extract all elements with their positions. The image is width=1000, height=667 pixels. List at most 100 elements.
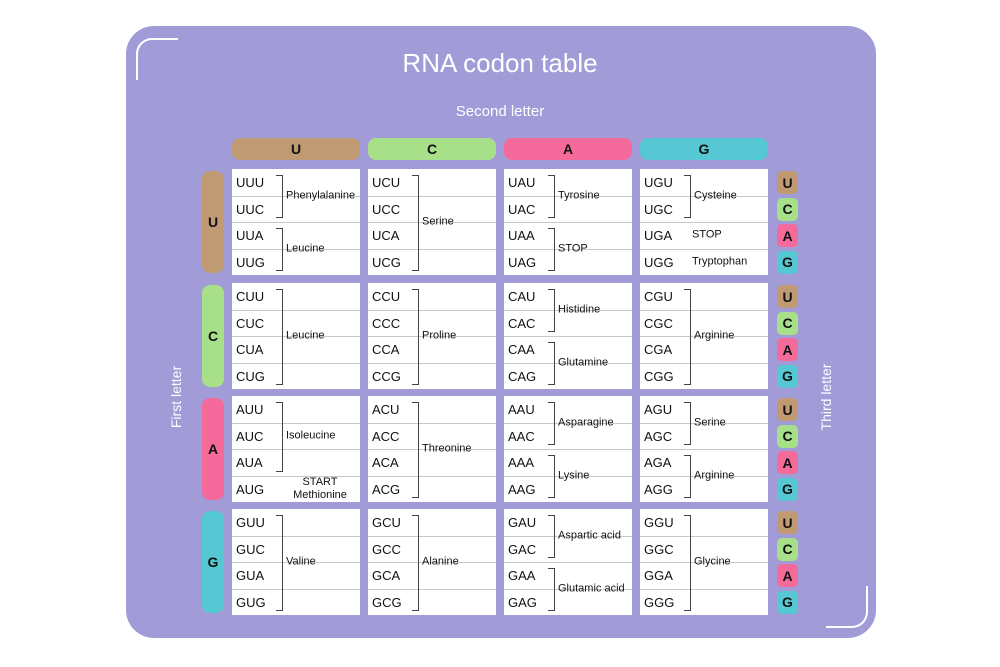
amino-acid-label: Tyrosine [558, 189, 600, 201]
amino-acid-label: Cysteine [694, 189, 737, 201]
amino-acid-bracket [548, 175, 555, 218]
codon-row-separator [368, 422, 496, 424]
amino-acid-label: Valine [286, 555, 316, 568]
amino-acid-label: Serine [422, 215, 454, 228]
codon-block-ag: AGU AGC AGA AGG Serine Arginine [640, 396, 768, 502]
codon-gug: GUG [236, 594, 266, 610]
third-letter-chip-u-a: A [777, 224, 798, 247]
codon-gcg: GCG [372, 594, 402, 610]
amino-acid-label: Aspartic acid [558, 529, 621, 541]
codon-row-separator [640, 422, 768, 424]
codon-row-separator [504, 562, 632, 563]
amino-acid-label: Arginine [694, 329, 735, 342]
third-letter-label: Third letter [818, 363, 834, 431]
codon-block-uc: UCU UCC UCA UCG Serine [368, 169, 496, 275]
codon-gac: GAC [508, 541, 537, 557]
third-letter-chip-g-a: A [777, 564, 798, 587]
amino-acid-bracket [276, 402, 283, 472]
first-letter-header-g: G [202, 511, 224, 613]
amino-acid-label: Asparagine [558, 416, 614, 428]
codon-row-separator [368, 588, 496, 590]
codon-row-separator [640, 336, 768, 337]
codon-cug: CUG [236, 368, 265, 384]
amino-acid-label: START Methionine [293, 475, 347, 501]
codon-row-separator [368, 222, 496, 223]
amino-acid-label: Glutamine [558, 356, 609, 368]
second-letter-header-g: G [640, 138, 768, 160]
codon-row-separator [640, 362, 768, 364]
codon-block-ga: GAU GAC GAA GAG Aspartic acid Glutamic acid [504, 509, 632, 615]
codon-row-separator [504, 535, 632, 537]
amino-acid-bracket [412, 175, 419, 271]
codon-row-separator [640, 309, 768, 311]
codon-aug: AUG [236, 481, 265, 497]
codon-auc: AUC [236, 428, 264, 444]
amino-acid-label: Glycine [694, 555, 731, 568]
amino-acid-bracket [684, 515, 691, 611]
codon-row-separator [504, 422, 632, 424]
codon-uca: UCA [372, 228, 400, 243]
amino-acid-label: Serine [694, 416, 726, 428]
codon-gag: GAG [508, 594, 537, 610]
corner-decoration-bottom-right [826, 586, 868, 628]
codon-row-separator [232, 588, 360, 590]
codon-gcc: GCC [372, 541, 401, 557]
amino-acid-bracket [684, 289, 691, 385]
amino-acid-label: Histidine [558, 303, 601, 315]
amino-acid-bracket [412, 289, 419, 385]
codon-aaa: AAA [508, 455, 535, 470]
codon-block-uu: UUU UUC UUA UUG Phenylalanine Leucine [232, 169, 360, 275]
codon-row-separator [504, 336, 632, 337]
amino-acid-bracket [548, 515, 555, 558]
codon-guc: GUC [236, 541, 265, 557]
codon-row-separator [640, 562, 768, 563]
codon-block-gu: GUU GUC GUA GUG Valine [232, 509, 360, 615]
codon-row-separator [232, 475, 360, 477]
codon-row-separator [504, 195, 632, 197]
codon-row-separator [368, 475, 496, 477]
codon-cgg: CGG [644, 368, 674, 384]
codon-block-cc: CCU CCC CCA CCG Proline [368, 283, 496, 389]
codon-agg: AGG [644, 481, 673, 497]
codon-cga: CGA [644, 342, 673, 357]
second-letter-header-c: C [368, 138, 496, 160]
codon-uag: UAG [508, 254, 537, 270]
codon-cag: CAG [508, 368, 537, 384]
codon-row-separator [504, 449, 632, 450]
codon-row-separator [504, 248, 632, 250]
third-letter-chip-u-u: U [777, 171, 798, 194]
amino-acid-label: Alanine [422, 555, 459, 568]
codon-cgc: CGC [644, 315, 673, 331]
codon-row-separator [504, 222, 632, 223]
codon-gga: GGA [644, 568, 673, 583]
codon-row-separator [232, 248, 360, 250]
first-letter-header-u: U [202, 171, 224, 273]
codon-row-separator [368, 535, 496, 537]
amino-acid-label: STOP [558, 242, 588, 254]
codon-block-ac: ACU ACC ACA ACG Threonine [368, 396, 496, 502]
codon-row-separator [368, 336, 496, 337]
codon-auu: AUU [236, 402, 264, 417]
amino-acid-bracket [276, 289, 283, 385]
third-letter-chip-c-u: U [777, 285, 798, 308]
codon-aac: AAC [508, 428, 535, 444]
amino-acid-label: Isoleucine [286, 429, 336, 442]
codon-row-separator [232, 535, 360, 537]
codon-gca: GCA [372, 568, 401, 583]
amino-acid-bracket [276, 228, 283, 271]
codon-row-separator [368, 449, 496, 450]
third-letter-chip-a-c: C [777, 424, 798, 448]
codon-ucc: UCC [372, 201, 401, 217]
codon-uuc: UUC [236, 201, 265, 217]
codon-ccu: CCU [372, 289, 401, 304]
codon-block-au: AUU AUC AUA AUG Isoleucine START Methionine [232, 396, 360, 502]
codon-ccg: CCG [372, 368, 401, 384]
amino-acid-label: Leucine [286, 242, 325, 254]
third-letter-chip-a-g: G [777, 477, 798, 501]
amino-acid-bracket [276, 515, 283, 611]
codon-acc: ACC [372, 428, 400, 444]
third-letter-chip-a-u: U [777, 398, 798, 421]
codon-gcu: GCU [372, 515, 401, 530]
amino-acid-bracket [548, 402, 555, 445]
codon-agu: AGU [644, 402, 673, 417]
